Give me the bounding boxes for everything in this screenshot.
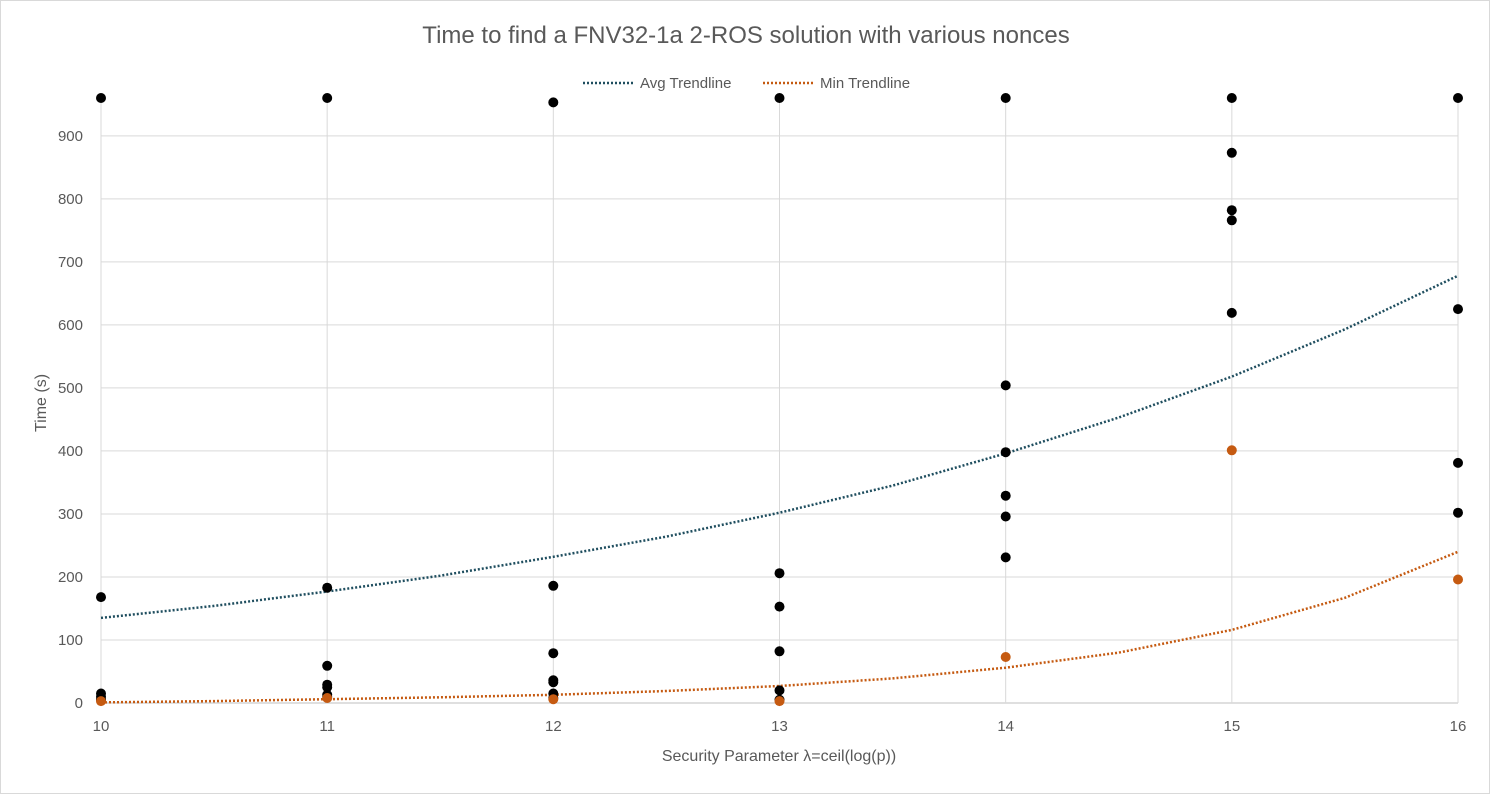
data-point (548, 580, 559, 591)
x-tick-label: 10 (93, 718, 110, 735)
y-tick-label: 0 (75, 695, 83, 712)
x-tick-label: 11 (319, 718, 335, 735)
data-point (322, 660, 333, 671)
data-point (1453, 304, 1463, 315)
data-point (96, 592, 106, 603)
data-point (322, 582, 333, 593)
min-data-point (548, 694, 559, 705)
y-tick-label: 200 (58, 569, 83, 586)
data-point (96, 93, 106, 103)
data-point (548, 677, 559, 688)
data-point (1226, 205, 1237, 216)
data-point (1226, 93, 1237, 103)
y-tick-label: 800 (58, 191, 83, 208)
x-tick-label: 15 (1223, 718, 1240, 735)
y-axis-label: Time (s) (33, 374, 50, 432)
y-tick-label: 900 (58, 128, 83, 145)
data-point (1000, 552, 1011, 563)
data-point (548, 97, 559, 108)
data-point (322, 682, 333, 693)
gridlines (100, 98, 1459, 704)
y-tick-label: 300 (58, 506, 83, 523)
data-point (1000, 380, 1011, 391)
legend-item-avg-trendline[interactable]: Avg Trendline (583, 75, 731, 92)
data-point (1000, 511, 1011, 522)
data-point (1226, 307, 1237, 318)
legend-label-avg-trendline: Avg Trendline (640, 75, 731, 92)
data-point (774, 646, 785, 657)
data-point (774, 568, 785, 579)
min-data-point (96, 696, 106, 707)
legend-label-min-trendline: Min Trendline (820, 75, 910, 92)
data-point (774, 601, 785, 612)
chart-title: Time to find a FNV32-1a 2-ROS solution w… (422, 22, 1069, 49)
min-data-point (322, 693, 333, 703)
min-data-point (1226, 445, 1237, 456)
x-tick-label: 14 (997, 718, 1014, 735)
y-tick-label: 600 (58, 317, 83, 334)
min-data-point (774, 696, 785, 707)
y-axis-ticks: 0 100 200 300 400 500 600 700 800 900 (58, 128, 83, 712)
data-point (1000, 490, 1011, 501)
y-tick-label: 100 (58, 632, 83, 649)
x-tick-label: 16 (1450, 718, 1467, 735)
min-data-point (1000, 652, 1011, 662)
min-data-point (1453, 574, 1463, 585)
data-point (322, 93, 333, 103)
x-axis-ticks: 10 11 12 13 14 15 16 (93, 718, 1467, 735)
data-point (1453, 457, 1463, 468)
data-point (548, 648, 559, 659)
x-axis-label: Security Parameter λ=ceil(log(p)) (662, 748, 896, 765)
y-tick-label: 700 (58, 254, 83, 271)
data-point (1453, 507, 1463, 518)
x-tick-label: 12 (545, 718, 562, 735)
data-points (96, 93, 1463, 707)
data-point (1000, 447, 1011, 458)
data-point (1453, 93, 1463, 103)
data-point (1000, 93, 1011, 103)
y-tick-label: 400 (58, 443, 83, 460)
data-point (1226, 215, 1237, 226)
legend-item-min-trendline[interactable]: Min Trendline (763, 75, 910, 92)
x-tick-label: 13 (771, 718, 788, 735)
data-point (774, 93, 785, 103)
data-point (1226, 147, 1237, 158)
data-point (774, 685, 785, 696)
legend: Avg Trendline Min Trendline (583, 75, 910, 92)
y-tick-label: 500 (58, 380, 83, 397)
